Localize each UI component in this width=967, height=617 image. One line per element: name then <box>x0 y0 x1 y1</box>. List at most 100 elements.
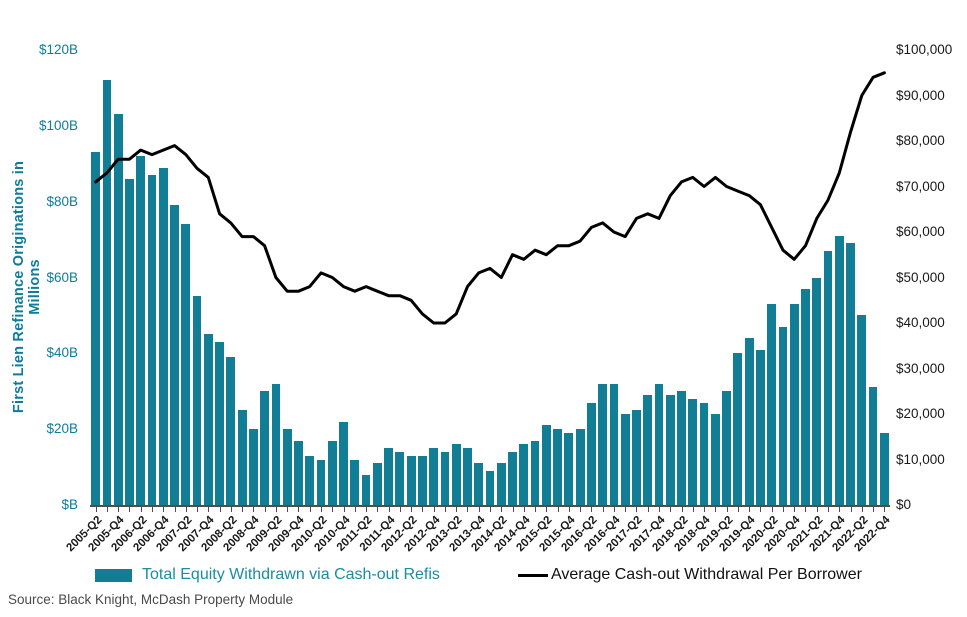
legend-item-bars: Total Equity Withdrawn via Cash-out Refi… <box>95 563 440 587</box>
bar-2007-Q2 <box>181 224 191 505</box>
bar-2017-Q4 <box>654 383 664 505</box>
x-tick-mark <box>433 507 435 512</box>
bar-2006-Q2 <box>136 156 146 505</box>
x-tick-mark <box>298 507 300 512</box>
left-axis-tick-label: $80B <box>46 193 78 209</box>
bar-2012-Q4 <box>429 448 439 505</box>
x-tick-mark <box>185 507 187 512</box>
bar-2009-Q1 <box>260 391 270 505</box>
bar-2009-Q2 <box>271 383 281 505</box>
right-axis-tick-label: $50,000 <box>896 269 945 285</box>
right-axis-tick-label: $80,000 <box>896 133 945 148</box>
bar-2016-Q2 <box>587 402 596 505</box>
left-axis-tick-label: $100B <box>38 117 78 133</box>
bar-2010-Q3 <box>327 440 337 505</box>
left-axis-tick-label: $40B <box>46 345 78 361</box>
x-tick-mark <box>95 507 97 512</box>
bar-2008-Q1 <box>215 341 224 505</box>
legend-item-line: Average Cash-out Withdrawal Per Borrower <box>518 563 862 587</box>
x-tick-mark <box>828 507 830 512</box>
x-tick-mark <box>377 507 379 512</box>
right-axis-tick-label: $30,000 <box>896 360 945 376</box>
bar-2005-Q2 <box>91 152 101 505</box>
bar-2021-Q4 <box>834 235 844 505</box>
x-tick-mark <box>106 507 108 512</box>
x-tick-mark <box>197 507 199 512</box>
bar-2012-Q3 <box>417 455 427 505</box>
source-note: Source: Black Knight, McDash Property Mo… <box>8 592 294 607</box>
x-tick-mark <box>490 507 491 512</box>
x-tick-mark <box>230 507 232 512</box>
bar-2009-Q4 <box>294 440 303 505</box>
bar-2019-Q2 <box>722 391 732 505</box>
bar-2010-Q2 <box>316 459 326 505</box>
bar-2015-Q2 <box>541 425 551 505</box>
x-tick-mark <box>794 507 796 512</box>
x-tick-mark <box>388 507 390 512</box>
x-tick-mark <box>253 507 255 512</box>
x-tick-mark <box>704 507 706 512</box>
x-tick-mark <box>771 507 773 512</box>
bar-2008-Q3 <box>237 410 247 505</box>
bar-2019-Q1 <box>710 414 720 505</box>
bar-2014-Q4 <box>519 444 529 505</box>
bar-2008-Q2 <box>226 357 236 505</box>
bar-2014-Q3 <box>508 451 517 505</box>
bar-2015-Q4 <box>564 432 574 505</box>
bar-2007-Q4 <box>203 334 213 505</box>
bar-2020-Q2 <box>767 304 777 505</box>
legend: Total Equity Withdrawn via Cash-out Refi… <box>0 563 967 587</box>
bar-2022-Q2 <box>857 315 867 505</box>
x-tick-mark <box>129 507 131 512</box>
x-tick-mark <box>546 507 548 512</box>
right-axis-tick-label: $10,000 <box>896 451 945 467</box>
x-tick-mark <box>174 507 176 512</box>
x-tick-mark <box>782 507 784 512</box>
bar-2013-Q3 <box>463 448 472 505</box>
x-tick-mark <box>659 507 660 512</box>
bar-2014-Q1 <box>485 470 495 505</box>
bar-2022-Q4 <box>879 432 889 505</box>
bar-2015-Q3 <box>553 429 562 505</box>
line-swatch-icon <box>518 573 548 577</box>
x-tick-mark <box>444 507 446 512</box>
bar-2021-Q2 <box>812 277 822 505</box>
bar-2012-Q1 <box>395 451 405 505</box>
x-tick-mark <box>512 507 514 512</box>
bar-2022-Q3 <box>868 387 878 505</box>
x-tick-mark <box>422 507 424 512</box>
bar-2013-Q2 <box>451 444 461 505</box>
x-tick-mark <box>411 507 413 512</box>
x-tick-mark <box>715 507 717 512</box>
bar-2010-Q4 <box>339 421 348 505</box>
x-tick-mark <box>242 507 244 512</box>
bar-2007-Q1 <box>170 205 179 505</box>
bar-2020-Q1 <box>756 349 765 505</box>
x-tick-mark <box>726 507 728 512</box>
bar-2008-Q4 <box>248 429 258 505</box>
x-tick-mark <box>501 507 503 512</box>
average-withdrawal-line <box>94 71 886 325</box>
right-axis-tick-label: $40,000 <box>896 315 945 330</box>
x-tick-mark <box>861 507 863 512</box>
x-tick-mark <box>456 507 458 512</box>
x-tick-mark <box>151 507 153 512</box>
bar-2018-Q1 <box>665 395 675 505</box>
bar-2019-Q3 <box>733 353 743 505</box>
x-tick-mark <box>636 507 638 512</box>
bar-2005-Q3 <box>102 80 112 505</box>
bar-2018-Q4 <box>699 402 709 505</box>
bar-2012-Q2 <box>406 455 416 505</box>
bar-2018-Q2 <box>677 391 686 505</box>
x-tick-mark <box>816 507 818 512</box>
legend-line-label: Average Cash-out Withdrawal Per Borrower <box>551 566 862 583</box>
right-axis-tick-label: $60,000 <box>896 224 945 239</box>
bar-2011-Q2 <box>361 474 371 505</box>
bar-2009-Q3 <box>282 429 292 505</box>
x-tick-mark <box>523 507 525 512</box>
bar-2006-Q1 <box>125 178 134 505</box>
bar-2013-Q1 <box>440 451 450 505</box>
x-tick-mark <box>163 507 165 512</box>
x-tick-mark <box>208 507 210 512</box>
